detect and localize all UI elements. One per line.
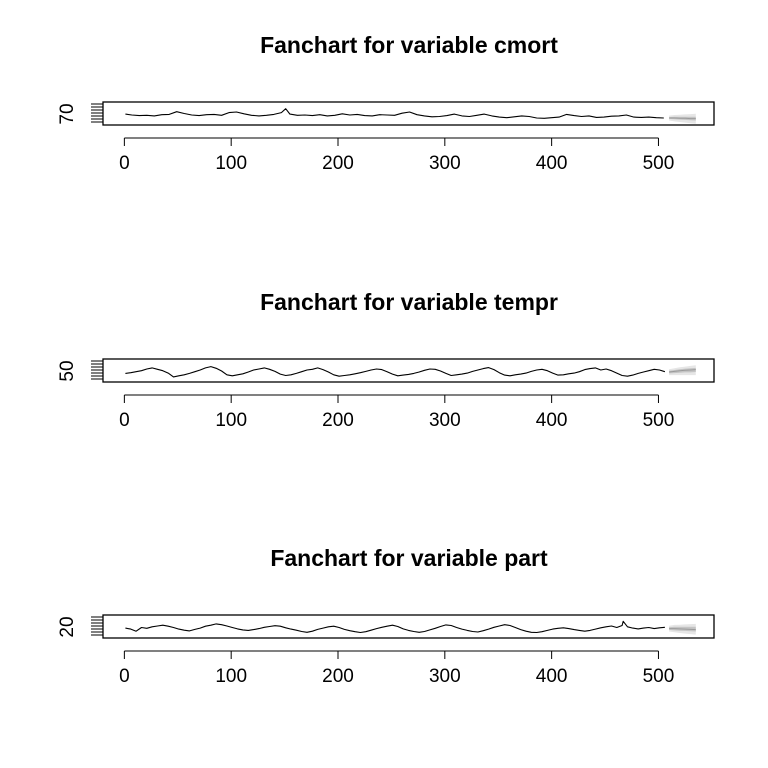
x-tick-label: 500 bbox=[643, 153, 675, 174]
x-tick-label: 300 bbox=[429, 666, 461, 687]
chart-title: Fanchart for variable cmort bbox=[260, 32, 558, 58]
x-tick-label: 100 bbox=[215, 666, 247, 687]
series-line bbox=[125, 366, 666, 378]
fanchart-panel: Fanchart for variable cmort 70 0 100 200 300 4… bbox=[57, 32, 715, 174]
series-line bbox=[125, 108, 664, 119]
x-tick-label: 400 bbox=[536, 153, 568, 174]
y-tick-label: 50 bbox=[57, 360, 78, 381]
x-tick-label: 200 bbox=[322, 153, 354, 174]
x-tick-label: 0 bbox=[119, 666, 130, 687]
x-tick-label: 100 bbox=[215, 153, 247, 174]
plot-box bbox=[102, 358, 715, 383]
x-tick-label: 100 bbox=[215, 410, 247, 431]
x-tick-label: 0 bbox=[119, 410, 130, 431]
x-tick-label: 500 bbox=[643, 410, 675, 431]
x-tick-label: 300 bbox=[429, 153, 461, 174]
forecast-median-line bbox=[669, 117, 696, 120]
x-tick-label: 200 bbox=[322, 410, 354, 431]
forecast-median-line bbox=[669, 628, 696, 631]
plot-box bbox=[102, 614, 715, 639]
x-tick-label: 500 bbox=[643, 666, 675, 687]
forecast-median-line bbox=[669, 369, 696, 373]
x-tick-label: 400 bbox=[536, 410, 568, 431]
x-tick-label: 300 bbox=[429, 410, 461, 431]
plot-box bbox=[102, 101, 715, 126]
chart-title: Fanchart for variable tempr bbox=[260, 289, 558, 315]
y-tick-label: 20 bbox=[57, 616, 78, 637]
y-tick-label: 70 bbox=[57, 103, 78, 124]
x-tick-label: 0 bbox=[119, 153, 130, 174]
x-tick-label: 200 bbox=[322, 666, 354, 687]
x-tick-label: 400 bbox=[536, 666, 568, 687]
chart-title: Fanchart for variable part bbox=[270, 545, 548, 571]
series-line bbox=[125, 620, 665, 634]
